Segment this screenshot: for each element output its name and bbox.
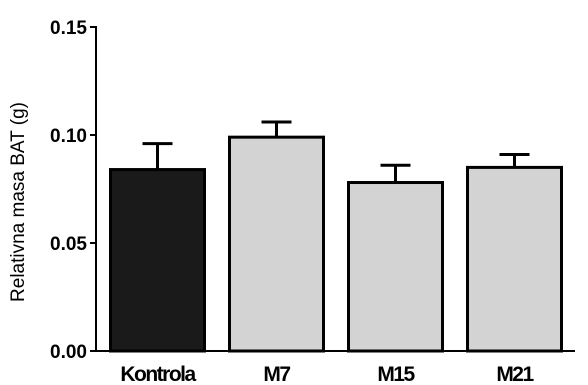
y-tick-label: 0.05 — [50, 234, 87, 255]
x-category-label: M15 — [377, 363, 415, 385]
x-category-label: Kontrola — [120, 363, 196, 385]
bars — [109, 135, 563, 353]
bar-m21 — [466, 165, 563, 353]
bar-kontrola — [109, 168, 206, 353]
y-tick-label: 0.00 — [50, 342, 87, 363]
error-bars — [142, 120, 530, 183]
x-category-label: M7 — [263, 363, 290, 385]
x-axis-categories: Kontrola M7 M15 M21 — [120, 363, 536, 385]
bar-m7 — [228, 135, 325, 353]
y-axis-title: Relativna masa BAT (g) — [8, 102, 29, 302]
axes — [95, 26, 575, 352]
bar-m15 — [347, 181, 444, 353]
y-axis-title-group: Relativna masa BAT (g) — [8, 102, 29, 302]
x-category-label: M21 — [496, 363, 534, 385]
y-tick-label: 0.10 — [50, 126, 87, 147]
y-axis-ticks: 0.00 0.05 0.10 0.15 — [50, 18, 96, 363]
y-tick-label: 0.15 — [50, 18, 87, 39]
